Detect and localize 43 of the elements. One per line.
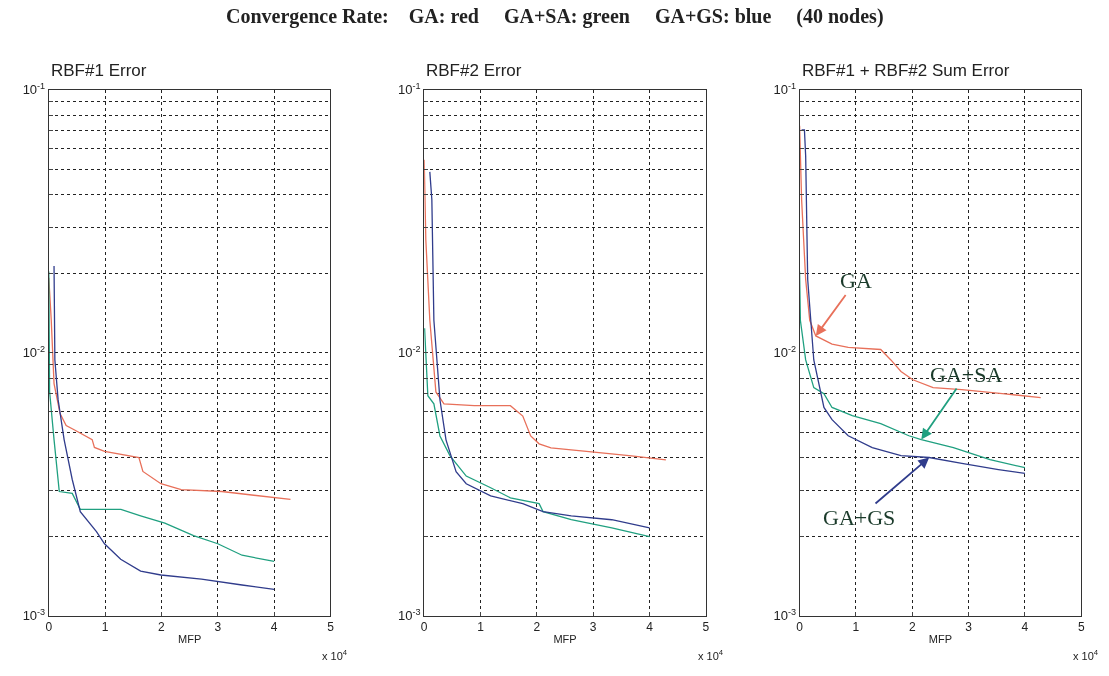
x-tick-label: 4 xyxy=(646,620,654,635)
x-tick-label: 5 xyxy=(702,620,710,635)
y-tick-label: 10$^{-1}$ xyxy=(398,81,421,98)
text: Convergence Rate: GA: red GA+SA: green GA+GS: blue (40 nodes) xyxy=(226,5,884,28)
x-tick-label: 3 xyxy=(589,620,597,635)
x-tick-label: 0 xyxy=(45,620,53,635)
text: x 10$^{4}$ xyxy=(698,648,724,662)
line-series xyxy=(48,277,292,501)
y-tick-label: 10$^{-1}$ xyxy=(22,81,46,98)
x-axis-title: MFP xyxy=(553,633,577,646)
y-tick-label: 10$^{-3}$ xyxy=(22,606,46,624)
x-tick-label: 1 xyxy=(852,620,860,635)
y-tick-label: 10$^{-3}$ xyxy=(398,606,421,624)
y-tick-label: 10$^{-2}$ xyxy=(22,343,46,361)
x-tick-label: 5 xyxy=(1077,620,1085,635)
x-tick-label: 2 xyxy=(533,620,541,635)
annotation: GA+SA xyxy=(930,362,1003,387)
chart-title: RBF#1 + RBF#2 Sum Error xyxy=(802,61,1010,80)
y-tick-label: 10$^{-2}$ xyxy=(398,343,421,361)
x-axis-title: MFP xyxy=(928,633,953,646)
x-tick-label: 1 xyxy=(101,620,109,635)
x-tick-label: 1 xyxy=(477,620,485,635)
x-tick-label: 0 xyxy=(796,620,804,635)
text: x 10$^{4}$ xyxy=(1073,648,1099,662)
chart-title: RBF#2 Error xyxy=(426,61,522,80)
x-tick-label: 4 xyxy=(1021,620,1029,635)
annotation: GA xyxy=(840,268,872,293)
x-axis-title: MFP xyxy=(178,633,202,646)
text: x 10$^{4}$ xyxy=(322,648,348,662)
x-tick-label: 2 xyxy=(908,620,916,635)
x-tick-label: 3 xyxy=(965,620,973,635)
line-series xyxy=(800,129,1026,475)
chart-title: RBF#1 Error xyxy=(51,61,147,80)
line-series xyxy=(429,171,651,529)
annotation: GA+GS xyxy=(823,505,896,530)
x-tick-label: 2 xyxy=(158,620,166,635)
x-tick-label: 5 xyxy=(327,620,335,635)
y-tick-label: 10$^{-2}$ xyxy=(773,343,796,361)
y-tick-label: 10$^{-1}$ xyxy=(773,81,796,98)
x-tick-label: 3 xyxy=(214,620,222,635)
x-tick-label: 4 xyxy=(270,620,278,635)
x-tick-label: 0 xyxy=(420,620,428,635)
y-tick-label: 10$^{-3}$ xyxy=(773,606,796,624)
